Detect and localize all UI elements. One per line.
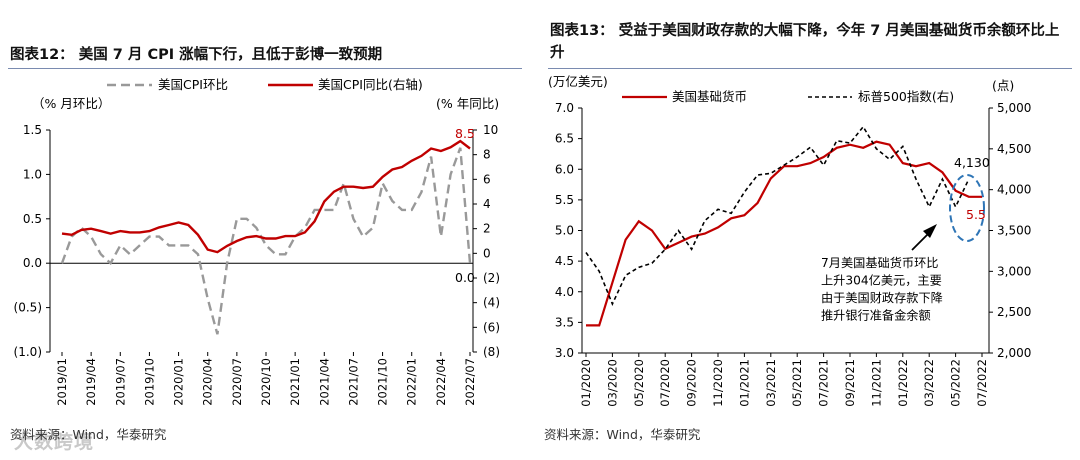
left-y-tick-label: 3.0 xyxy=(555,346,574,360)
x-tick-label: 2021/01 xyxy=(288,358,302,406)
right-y-tick-label: 4,500 xyxy=(997,142,1031,156)
right-chart-svg: 7.0 6.5 6.0 5.5 5.0 4.5 4.0 3.5 3.0 5,000 4,500 4,0… xyxy=(548,74,1031,407)
right-chart-source: 资料来源：Wind，华泰研究 xyxy=(544,427,701,442)
x-tick-label: 2020/01 xyxy=(172,358,186,406)
left-y-tick-label: (0.5) xyxy=(14,301,42,315)
left-title-divider xyxy=(8,68,522,69)
left-y-tick-label: (1.0) xyxy=(14,345,42,359)
watermark: 大数跨境 xyxy=(14,431,95,453)
x-tick-label: 05/2021 xyxy=(790,359,804,407)
x-tick-label: 01/2021 xyxy=(737,359,751,407)
left-y-tick-label: 3.5 xyxy=(555,315,574,329)
right-y-tick-label: 3,000 xyxy=(997,264,1031,278)
x-tick-label: 03/2022 xyxy=(922,359,936,407)
left-chart-panel: 图表12： 美国 7 月 CPI 涨幅下行，且低于彭博一致预期 1.5 1.0 0.… xyxy=(0,0,530,460)
left-y-tick-label: 1.5 xyxy=(23,123,42,137)
left-y-tick-label: 5.0 xyxy=(555,224,574,238)
legend-label-sp500: 标普500指数(右) xyxy=(858,89,954,104)
x-tick-label: 2019/01 xyxy=(55,358,69,406)
x-tick-label: 2022/04 xyxy=(434,358,448,406)
base-money-line xyxy=(586,140,982,327)
left-y-axis-title: （% 月环比） xyxy=(32,96,110,111)
annotation-sp500-latest: 4,130 xyxy=(954,155,990,170)
left-chart-svg: 1.5 1.0 0.5 0.0 (0.5) (1.0) 10 8 6 4 2 0 (2) (4) (6) (8… xyxy=(14,77,500,406)
right-y-axis-title: (% 年同比) xyxy=(436,96,499,111)
right-y-tick-label: 0 xyxy=(483,246,491,260)
right-y-tick-label: (8) xyxy=(483,345,500,359)
x-tick-label: 2022/07 xyxy=(463,358,477,406)
left-chart-source: 资料来源：Wind，华泰研究 xyxy=(10,427,167,442)
right-y-tick-label: 4 xyxy=(483,197,491,211)
right-y-tick-label: 3,500 xyxy=(997,224,1031,238)
cpi-mom-line xyxy=(60,147,472,335)
right-title-divider xyxy=(548,68,1072,69)
right-chart-title: 图表13： 受益于美国财政存款的大幅下降，今年 7 月美国基础货币余额环比上升 xyxy=(550,23,1060,61)
right-y-tick-label: (6) xyxy=(483,320,500,334)
highlight-ellipse xyxy=(949,174,985,242)
right-y-tick-label: 10 xyxy=(483,123,498,137)
x-tick-label: 07/2020 xyxy=(658,359,672,407)
callout-text-line: 上升304亿美元，主要 xyxy=(821,273,942,288)
right-y-axis-title: (点) xyxy=(992,78,1014,93)
x-tick-label: 01/2020 xyxy=(579,359,593,407)
x-tick-label: 01/2022 xyxy=(896,359,910,407)
x-tick-label: 2019/04 xyxy=(84,358,98,406)
left-y-tick-label: 6.0 xyxy=(555,162,574,176)
right-y-tick-label: 2 xyxy=(483,222,491,236)
x-tick-label: 07/2022 xyxy=(975,359,989,407)
x-tick-label: 2020/07 xyxy=(230,358,244,406)
annotation-mom-latest: 0.0 xyxy=(455,270,475,285)
left-y-tick-label: 7.0 xyxy=(555,101,574,115)
x-tick-label: 09/2020 xyxy=(685,359,699,407)
right-y-tick-label: 2,000 xyxy=(997,346,1031,360)
right-y-tick-label: 8 xyxy=(483,148,491,162)
legend-label-cpi-yoy: 美国CPI同比(右轴) xyxy=(318,77,423,92)
x-tick-label: 2022/01 xyxy=(405,358,419,406)
x-tick-label: 2019/10 xyxy=(142,358,156,406)
legend-label-base-money: 美国基础货币 xyxy=(672,89,747,104)
callout-text-line: 由于美国财政存款下降 xyxy=(821,291,943,305)
x-tick-label: 03/2020 xyxy=(605,359,619,407)
left-y-tick-label: 0.0 xyxy=(23,256,42,270)
x-tick-label: 03/2021 xyxy=(764,359,778,407)
x-tick-label: 2021/07 xyxy=(346,358,360,406)
left-y-tick-label: 1.0 xyxy=(23,167,42,181)
callout-text-line: 7月美国基础货币环比 xyxy=(821,255,938,270)
sp500-line xyxy=(585,125,970,307)
x-tick-label: 2021/04 xyxy=(317,358,331,406)
left-y-axis-title: (万亿美元) xyxy=(548,74,608,89)
callout-text-line: 推升银行准备金余额 xyxy=(821,308,931,323)
right-y-tick-label: 5,000 xyxy=(997,101,1031,115)
x-tick-label: 2021/10 xyxy=(376,358,390,406)
callout-arrow-head xyxy=(923,224,937,238)
right-y-tick-label: 4,000 xyxy=(997,183,1031,197)
x-tick-label: 09/2021 xyxy=(843,359,857,407)
x-tick-label: 2020/04 xyxy=(201,358,215,406)
x-tick-label: 05/2022 xyxy=(949,359,963,407)
left-y-tick-label: 6.5 xyxy=(555,132,574,146)
left-chart-title: 图表12： 美国 7 月 CPI 涨幅下行，且低于彭博一致预期 xyxy=(10,47,383,63)
x-tick-label: 11/2021 xyxy=(869,359,883,407)
right-y-tick-label: 2,500 xyxy=(997,305,1031,319)
annotation-yoy-latest: 8.5 xyxy=(455,126,475,141)
right-y-tick-label: (4) xyxy=(483,296,500,310)
left-y-tick-label: 0.5 xyxy=(23,212,42,226)
x-tick-label: 05/2020 xyxy=(632,359,646,407)
right-y-tick-label: (2) xyxy=(483,271,500,285)
legend-label-cpi-mom: 美国CPI环比 xyxy=(158,77,228,92)
x-tick-label: 2020/10 xyxy=(259,358,273,406)
left-y-tick-label: 4.0 xyxy=(555,285,574,299)
left-y-tick-label: 4.5 xyxy=(555,254,574,268)
right-y-tick-label: 6 xyxy=(483,172,491,186)
x-tick-label: 07/2021 xyxy=(817,359,831,407)
right-chart-panel: 图表13： 受益于美国财政存款的大幅下降，今年 7 月美国基础货币余额环比上升 … xyxy=(540,0,1080,460)
annotation-base-money-latest: 5.5 xyxy=(966,207,986,222)
x-tick-label: 2019/07 xyxy=(113,358,127,406)
x-tick-label: 11/2020 xyxy=(711,359,725,407)
cpi-yoy-line xyxy=(61,139,471,254)
left-y-tick-label: 5.5 xyxy=(555,193,574,207)
